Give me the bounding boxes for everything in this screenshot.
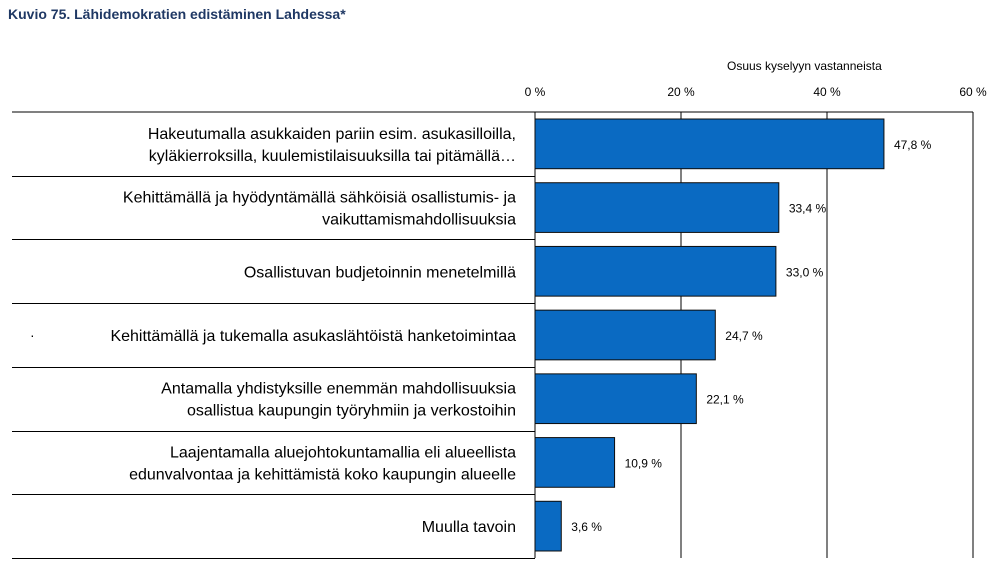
bar-7 xyxy=(534,500,562,552)
x-tick-label: 20 % xyxy=(667,85,695,99)
bar-3 xyxy=(534,245,777,297)
value-label-4: 24,7 % xyxy=(725,329,763,343)
category-label-2: vaikuttamismahdollisuuksia xyxy=(322,212,516,229)
category-label-5: Antamalla yhdistyksille enemmän mahdolli… xyxy=(161,381,516,398)
value-label-3: 33,0 % xyxy=(786,265,824,279)
category-label-6: Laajentamalla aluejohtokuntamallia eli a… xyxy=(170,444,516,461)
value-label-6: 10,9 % xyxy=(625,456,663,470)
value-label-1: 47,8 % xyxy=(894,138,932,152)
bar-4 xyxy=(534,309,716,361)
bar-6 xyxy=(534,437,616,488)
x-tick-label: 0 % xyxy=(525,85,546,99)
value-label-2: 33,4 % xyxy=(789,202,827,216)
value-label-5: 22,1 % xyxy=(706,393,744,407)
category-label-6: edunvalvontaa ja kehittämistä koko kaupu… xyxy=(129,466,516,483)
category-label-7: Muulla tavoin xyxy=(422,519,516,536)
x-axis-title: Osuus kyselyyn vastanneista xyxy=(727,59,882,73)
x-tick-label: 40 % xyxy=(813,85,841,99)
category-label-2: Kehittämällä ja hyödyntämällä sähköisiä … xyxy=(123,190,516,207)
bar-1 xyxy=(534,118,885,170)
bar-2 xyxy=(534,182,780,233)
category-label-1: kyläkierroksilla, kuulemistilaisuuksilla… xyxy=(149,148,516,165)
category-label-5: osallistua kaupungin työryhmiin ja verko… xyxy=(187,403,516,420)
chart-title: Kuvio 75. Lähidemokratien edistäminen La… xyxy=(8,6,346,22)
stray-dot-mark: · xyxy=(30,327,35,343)
bar-5 xyxy=(534,373,697,425)
value-label-7: 3,6 % xyxy=(571,520,602,534)
x-tick-label: 60 % xyxy=(959,85,987,99)
category-label-4: Kehittämällä ja tukemalla asukaslähtöist… xyxy=(110,328,516,345)
category-label-3: Osallistuvan budjetoinnin menetelmillä xyxy=(244,264,516,281)
category-label-1: Hakeutumalla asukkaiden pariin esim. asu… xyxy=(148,126,516,143)
